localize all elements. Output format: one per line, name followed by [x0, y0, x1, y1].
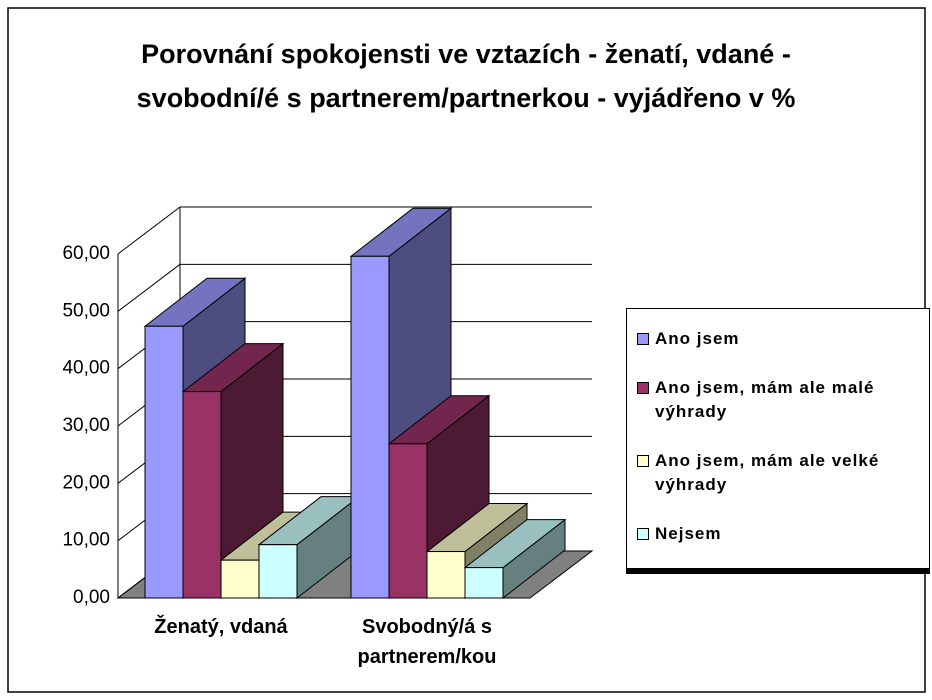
- x-tick-label: Svobodný/á s partnerem/kou: [357, 616, 497, 668]
- legend-swatch: [637, 382, 649, 395]
- legend-label: Nejsem: [655, 523, 722, 543]
- bar-front: [144, 325, 184, 599]
- y-tick-label: 30,00: [62, 415, 110, 436]
- legend-swatch: [637, 527, 649, 540]
- legend: Ano jsem Ano jsem, mám ale malé výhrady An…: [626, 308, 930, 574]
- legend-label: Ano jsem, mám ale malé výhrady: [655, 378, 875, 422]
- grid-line-side: [117, 206, 181, 255]
- legend-entry: Nejsem: [637, 522, 925, 546]
- legend-swatch: [637, 333, 649, 346]
- legend-entry: Ano jsem: [637, 327, 925, 351]
- bar-front: [220, 559, 260, 599]
- legend-entry: Ano jsem, mám ale malé výhrady: [637, 376, 925, 424]
- y-tick-label: 40,00: [62, 358, 110, 379]
- y-tick-label: 10,00: [62, 530, 110, 551]
- y-tick-label: 60,00: [62, 243, 110, 264]
- y-tick-label: 20,00: [62, 472, 110, 493]
- grid-line-side: [117, 263, 181, 312]
- legend-entry: Ano jsem, mám ale velké výhrady: [637, 449, 925, 497]
- y-tick-label: 50,00: [62, 300, 110, 321]
- bar: [463, 518, 567, 600]
- bar-front: [350, 255, 390, 599]
- bar-front: [388, 443, 428, 599]
- bar-front: [258, 544, 298, 599]
- bar-front: [464, 567, 504, 599]
- bar-front: [426, 551, 466, 599]
- x-tick-label: Ženatý, vdaná: [154, 616, 288, 638]
- legend-label: Ano jsem: [655, 329, 740, 349]
- chart-title: Porovnání spokojensti ve vztazích - žena…: [136, 39, 796, 113]
- bar: [349, 207, 453, 600]
- legend-swatch: [637, 454, 649, 467]
- y-tick-label: 0,00: [73, 587, 110, 608]
- bar-front: [182, 391, 222, 599]
- legend-label: Ano jsem, mám ale velké výhrady: [655, 450, 880, 494]
- bar: [257, 495, 361, 600]
